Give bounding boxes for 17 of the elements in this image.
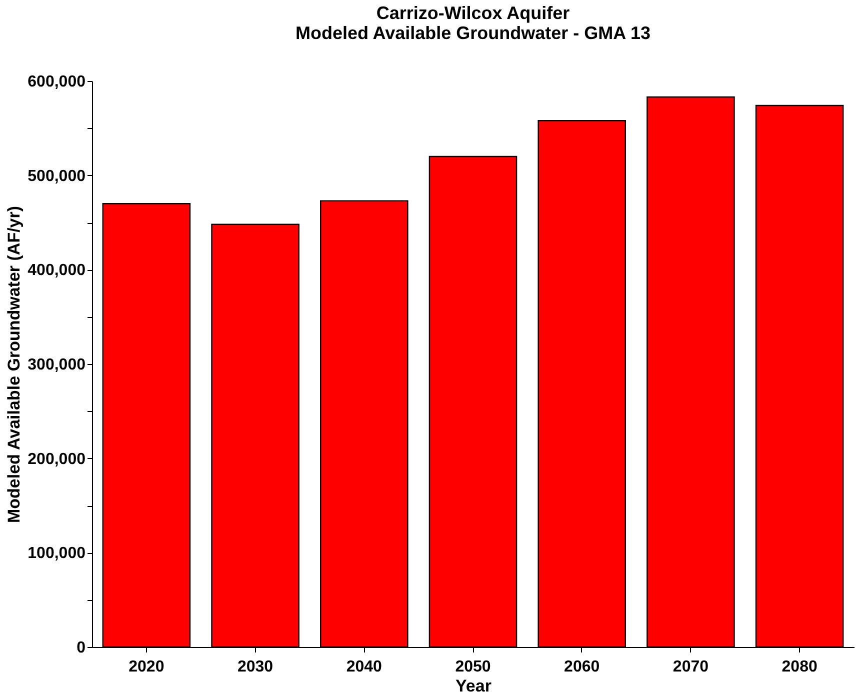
x-tick-label: 2030 — [237, 658, 274, 676]
y-axis-title: Modeled Available Groundwater (AF/yr) — [4, 206, 24, 524]
x-tick-label: 2020 — [128, 658, 164, 676]
y-tick-label: 600,000 — [28, 74, 86, 90]
x-tick-label: 2060 — [564, 658, 600, 676]
y-tick-label: 0 — [76, 640, 86, 656]
x-axis-title: Year — [456, 676, 492, 696]
y-tick-label: 300,000 — [28, 356, 86, 374]
y-tick-label: 400,000 — [28, 262, 86, 280]
x-tick-label: 2080 — [782, 658, 818, 676]
y-tick-label: 500,000 — [28, 168, 86, 185]
x-tick-label: 2050 — [455, 658, 491, 676]
y-tick-label: 200,000 — [28, 450, 86, 468]
chart-title: Carrizo-Wilcox Aquifer Modeled Available Groundwater - GMA 13 — [295, 3, 651, 43]
x-tick-label: 2040 — [346, 658, 382, 676]
y-tick-label: 100,000 — [28, 545, 86, 562]
x-tick-label: 2070 — [672, 658, 709, 676]
